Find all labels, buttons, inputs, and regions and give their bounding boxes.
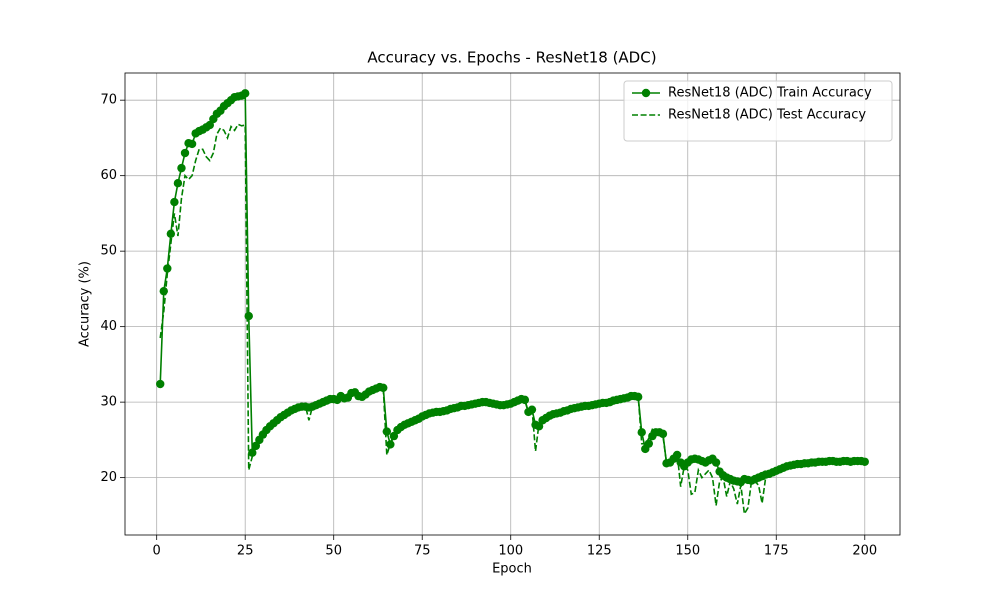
data-point bbox=[672, 450, 682, 460]
plot-frame bbox=[124, 72, 901, 536]
data-point bbox=[382, 427, 392, 436]
data-point bbox=[166, 229, 176, 238]
legend-box bbox=[623, 80, 893, 142]
x-tick-label: 50 bbox=[325, 544, 342, 559]
data-point bbox=[156, 379, 165, 389]
data-point bbox=[244, 311, 253, 321]
data-point bbox=[177, 163, 186, 173]
data-point bbox=[644, 439, 654, 448]
x-axis-label: Epoch bbox=[492, 562, 532, 577]
y-tick-label: 50 bbox=[100, 244, 117, 259]
data-point bbox=[159, 286, 168, 296]
x-tick-label: 25 bbox=[237, 544, 254, 559]
data-point bbox=[180, 148, 190, 158]
legend-label: ResNet18 (ADC) Test Accuracy bbox=[668, 108, 866, 123]
y-tick-label: 40 bbox=[100, 319, 117, 334]
data-point bbox=[637, 428, 646, 437]
chart-title: Accuracy vs. Epochs - ResNet18 (ADC) bbox=[367, 49, 656, 67]
y-tick-label: 30 bbox=[100, 395, 117, 410]
data-point bbox=[187, 139, 197, 149]
x-tick-label: 175 bbox=[764, 544, 789, 559]
data-point bbox=[711, 458, 721, 467]
legend-marker bbox=[641, 88, 651, 98]
data-point bbox=[240, 89, 250, 98]
y-axis-label: Accuracy (%) bbox=[78, 261, 93, 347]
y-tick-label: 20 bbox=[100, 470, 117, 485]
y-tick-label: 70 bbox=[100, 93, 117, 108]
data-point bbox=[658, 429, 668, 439]
y-tick-label: 60 bbox=[100, 168, 117, 183]
series-line bbox=[159, 123, 866, 517]
x-tick-label: 75 bbox=[414, 544, 431, 559]
legend-label: ResNet18 (ADC) Train Accuracy bbox=[668, 86, 872, 101]
data-point bbox=[173, 179, 183, 188]
x-tick-label: 125 bbox=[587, 544, 612, 559]
x-tick-label: 0 bbox=[153, 544, 161, 559]
x-tick-label: 150 bbox=[675, 544, 700, 559]
data-point bbox=[520, 395, 530, 405]
data-point bbox=[170, 197, 179, 207]
x-tick-label: 200 bbox=[852, 544, 877, 559]
x-tick-label: 100 bbox=[498, 544, 523, 559]
data-point bbox=[379, 383, 388, 392]
